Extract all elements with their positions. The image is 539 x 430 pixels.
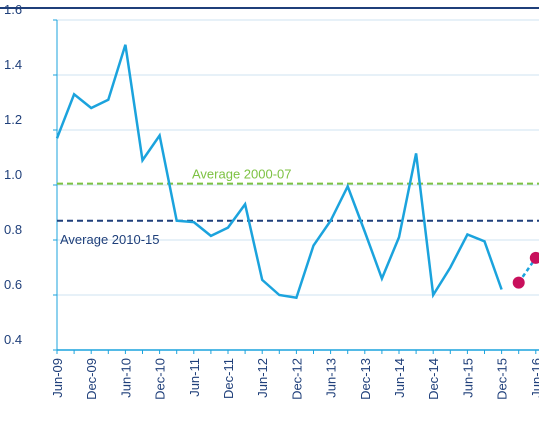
x-tick-label: Jun-16	[529, 358, 539, 398]
x-tick-label: Jun-10	[118, 358, 133, 398]
x-tick-label: Dec-13	[358, 358, 373, 400]
x-tick-label: Jun-11	[187, 358, 202, 397]
y-tick-label: 0.4	[4, 332, 22, 347]
reference-label: Average 2000-07	[192, 167, 292, 182]
data-line	[55, 44, 503, 300]
data-line	[517, 257, 537, 284]
x-tick-label: Jun-15	[460, 358, 475, 398]
x-tick-label: Jun-12	[255, 358, 270, 398]
reference-label: Average 2010-15	[60, 232, 160, 247]
y-tick-label: 1.0	[4, 167, 22, 182]
x-tick-label: Dec-11	[221, 358, 236, 399]
x-tick-label: Jun-13	[324, 358, 339, 398]
x-tick-label: Dec-12	[289, 358, 304, 400]
x-tick-label: Jun-14	[392, 358, 407, 398]
data-point	[529, 251, 539, 264]
x-tick-label: Dec-10	[153, 358, 168, 400]
x-tick-label: Dec-09	[84, 358, 99, 400]
y-tick-label: 1.4	[4, 57, 22, 72]
y-tick-label: 1.6	[4, 2, 22, 17]
x-tick-label: Dec-15	[495, 358, 510, 400]
y-tick-label: 0.8	[4, 222, 22, 237]
x-tick-label: Jun-09	[50, 358, 65, 398]
data-point	[512, 276, 525, 289]
x-tick-label: Dec-14	[426, 358, 441, 400]
y-tick-label: 1.2	[4, 112, 22, 127]
y-tick-label: 0.6	[4, 277, 22, 292]
